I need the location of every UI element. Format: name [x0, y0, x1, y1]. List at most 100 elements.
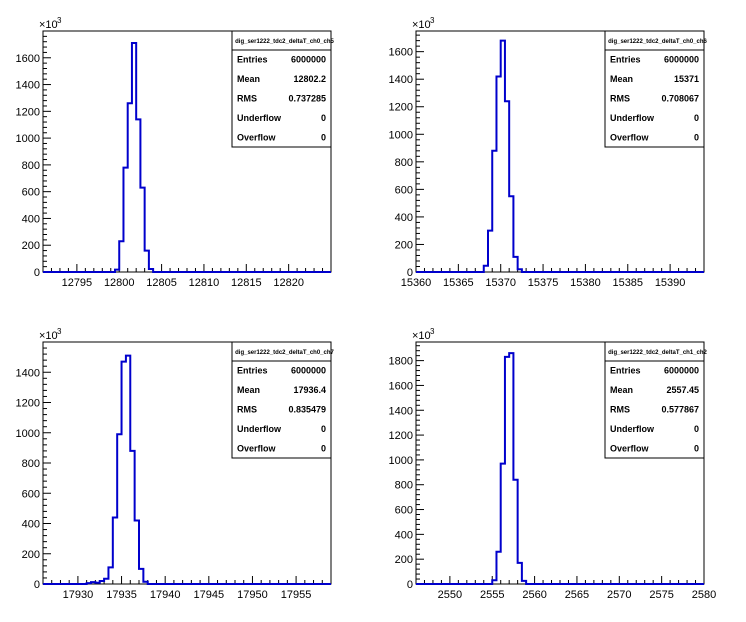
- stats-label: Overflow: [610, 443, 650, 453]
- y-multiplier-exponent: 3: [430, 327, 435, 336]
- histogram-pad-2: 15360 15365 15370 15375 15380 15385 15390 0 200 4…: [389, 16, 708, 289]
- x-tick-label: 15380: [570, 277, 601, 289]
- y-tick-label: 200: [395, 239, 413, 251]
- y-tick-label: 600: [22, 488, 40, 500]
- histogram-pad-1: 12795 12800 12805 12810 12815 12820 0 200 400 600…: [16, 16, 335, 289]
- y-tick-label: 1400: [16, 367, 40, 379]
- y-multiplier-exponent: 3: [57, 327, 62, 336]
- stats-box-frame: [604, 30, 705, 148]
- stats-value: 0: [694, 113, 699, 123]
- y-tick-label: 600: [395, 184, 413, 196]
- stats-label: Underflow: [237, 113, 282, 123]
- stats-label: Entries: [610, 55, 641, 65]
- stats-label: Underflow: [237, 424, 282, 434]
- y-tick-label: 600: [395, 505, 413, 517]
- y-tick-label: 800: [22, 160, 40, 172]
- stats-value: 6000000: [664, 366, 699, 376]
- stats-value: 0.708067: [661, 94, 699, 104]
- stats-value: 0: [321, 443, 326, 453]
- x-tick-label: 17930: [63, 589, 94, 601]
- y-multiplier: ×10: [39, 330, 58, 342]
- stats-label: Overflow: [237, 443, 277, 453]
- stats-value: 0.577867: [661, 405, 699, 415]
- stats-box-frame: [604, 341, 705, 459]
- y-tick-label: 1400: [389, 405, 413, 417]
- stats-value: 15371: [674, 74, 699, 84]
- stats-box: dig_ser1222_tdc2_deltaT_ch0_ch7 Entries 60…: [231, 341, 335, 459]
- x-tick-label: 2580: [692, 589, 716, 601]
- stats-box-frame: [231, 30, 332, 148]
- stats-label: RMS: [610, 94, 630, 104]
- stats-label: RMS: [237, 405, 257, 415]
- x-tick-label: 12805: [146, 277, 177, 289]
- x-tick-label: 15365: [443, 277, 474, 289]
- x-tick-label: 2570: [607, 589, 631, 601]
- stats-label: RMS: [610, 405, 630, 415]
- stats-label: Mean: [237, 385, 260, 395]
- y-multiplier-exponent: 3: [430, 16, 435, 25]
- y-tick-label: 1200: [16, 398, 40, 410]
- stats-value: 0.835479: [288, 405, 326, 415]
- histogram-pad-4: 2550 2555 2560 2565 2570 2575 2580 0 200 400 600 80…: [389, 327, 717, 601]
- stats-value: 6000000: [291, 55, 326, 65]
- x-tick-label: 12810: [189, 277, 220, 289]
- y-tick-label: 1800: [389, 356, 413, 368]
- y-multiplier-exponent: 3: [57, 16, 62, 25]
- x-tick-label: 15375: [528, 277, 559, 289]
- stats-box: dig_ser1222_tdc2_deltaT_ch0_ch6 Entries 60…: [604, 30, 708, 148]
- histogram-line: [416, 39, 704, 273]
- y-tick-label: 800: [395, 157, 413, 169]
- x-tick-label: 12820: [273, 277, 304, 289]
- x-tick-label: 17945: [194, 589, 225, 601]
- stats-box: dig_ser1222_tdc2_deltaT_ch0_ch5 Entries 60…: [231, 30, 335, 148]
- stats-label: Mean: [610, 385, 633, 395]
- y-tick-label: 600: [22, 187, 40, 199]
- x-tick-label: 15370: [485, 277, 516, 289]
- stats-value: 12802.2: [293, 74, 326, 84]
- stats-box: dig_ser1222_tdc2_deltaT_ch1_ch2 Entries 60…: [604, 341, 708, 459]
- x-tick-label: 12795: [62, 277, 93, 289]
- x-tick-label: 2550: [438, 589, 462, 601]
- stats-title: dig_ser1222_tdc2_deltaT_ch0_ch5: [235, 39, 334, 45]
- stats-title: dig_ser1222_tdc2_deltaT_ch0_ch7: [235, 350, 334, 356]
- y-tick-label: 1000: [389, 455, 413, 467]
- stats-title: dig_ser1222_tdc2_deltaT_ch1_ch2: [608, 350, 707, 356]
- y-tick-label: 800: [395, 480, 413, 492]
- histogram-pad-3: 17930 17935 17940 17945 17950 17955 0 200 400 600…: [16, 327, 335, 601]
- x-tick-label: 17935: [106, 589, 137, 601]
- y-tick-label: 200: [22, 549, 40, 561]
- x-tick-label: 15360: [401, 277, 432, 289]
- y-tick-label: 1200: [389, 102, 413, 114]
- x-tick-label: 2560: [522, 589, 546, 601]
- stats-label: Overflow: [237, 132, 277, 142]
- y-tick-label: 0: [407, 267, 413, 279]
- y-tick-label: 400: [22, 519, 40, 531]
- stats-label: RMS: [237, 94, 257, 104]
- y-tick-label: 1400: [16, 80, 40, 92]
- x-tick-label: 2575: [649, 589, 673, 601]
- stats-label: Mean: [237, 74, 260, 84]
- y-tick-label: 800: [22, 458, 40, 470]
- stats-value: 0: [321, 424, 326, 434]
- stats-box-frame: [231, 341, 332, 459]
- stats-value: 0: [694, 132, 699, 142]
- y-tick-label: 1200: [389, 430, 413, 442]
- y-multiplier: ×10: [412, 19, 431, 31]
- histogram-line: [43, 42, 331, 273]
- stats-label: Entries: [237, 55, 268, 65]
- y-tick-label: 1200: [16, 106, 40, 118]
- y-tick-label: 1000: [16, 428, 40, 440]
- y-tick-label: 1000: [389, 129, 413, 141]
- stats-value: 0: [321, 132, 326, 142]
- y-tick-label: 200: [395, 554, 413, 566]
- x-tick-label: 17955: [281, 589, 312, 601]
- y-tick-label: 1400: [389, 74, 413, 86]
- x-tick-label: 12800: [104, 277, 135, 289]
- y-tick-label: 0: [34, 267, 40, 279]
- y-tick-label: 1600: [16, 53, 40, 65]
- stats-label: Entries: [237, 366, 268, 376]
- x-tick-label: 17950: [237, 589, 268, 601]
- y-tick-label: 1600: [389, 380, 413, 392]
- stats-value: 6000000: [291, 366, 326, 376]
